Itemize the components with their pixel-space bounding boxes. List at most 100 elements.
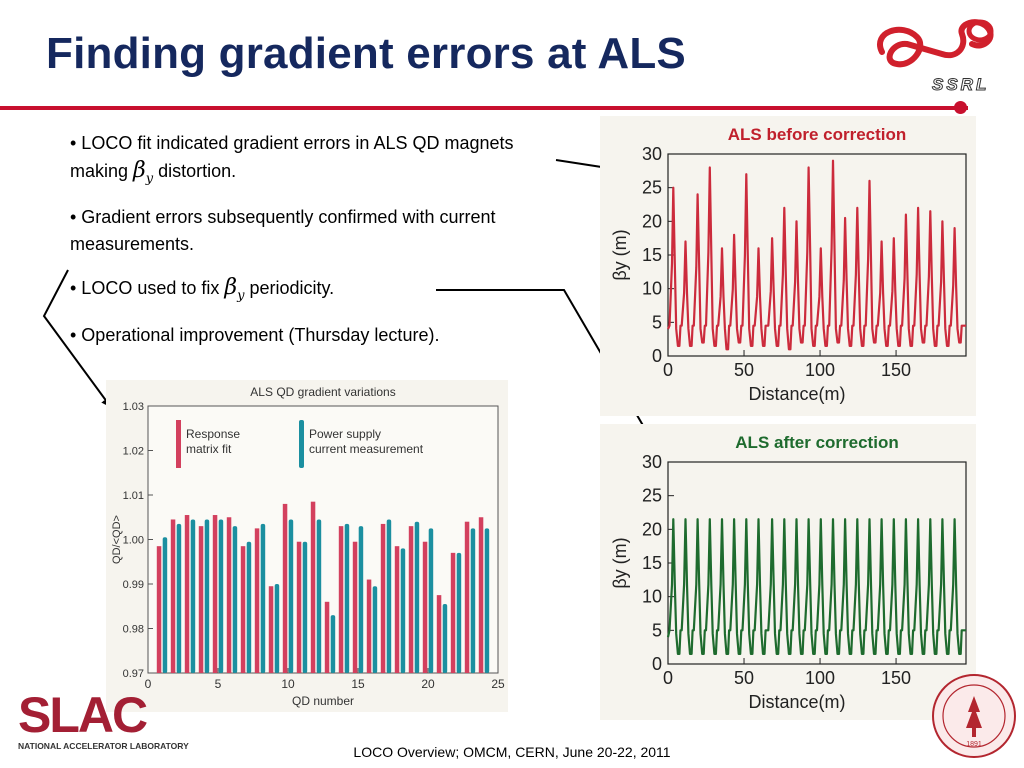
y-tick-label: 1.00 [123,535,144,547]
bar-response-fit [240,546,246,673]
y-tick-label: 0.99 [123,579,144,591]
y-axis-label: QD/<QD> [111,515,123,564]
arrow-to-bar-chart [42,269,112,408]
bar-response-fit [296,541,302,673]
bar-response-fit [450,552,456,673]
y-tick-label: 1.01 [123,490,144,502]
bar-response-fit [366,579,372,673]
bar-power-supply [288,519,294,673]
y-tick-label: 20 [642,211,662,231]
y-tick-label: 15 [642,245,662,265]
x-tick-label: 50 [734,668,754,688]
legend-label: matrix fit [186,442,232,456]
bullet-1-suffix: distortion. [158,161,237,181]
x-tick-label: 100 [805,668,835,688]
x-axis-label: Distance(m) [748,384,845,404]
bar-power-supply [330,615,336,673]
bar-power-supply [386,519,392,673]
bar-response-fit [464,521,470,673]
ssrl-logo: SSRL [877,19,994,95]
y-tick-label: 30 [642,452,662,472]
y-tick-label: 0.97 [123,668,144,680]
bar-response-fit [408,526,414,673]
bar-power-supply [246,541,252,673]
bar-response-fit [352,541,358,673]
x-tick-label: 5 [215,677,222,691]
chart-title: ALS after correction [735,433,898,452]
y-tick-label: 25 [642,486,662,506]
y-tick-label: 0 [652,346,662,366]
y-tick-label: 25 [642,178,662,198]
y-tick-label: 5 [652,620,662,640]
bar-response-fit [380,523,386,673]
slide-title: Finding gradient errors at ALS [46,29,686,78]
legend-label: Power supply [309,427,381,441]
x-tick-label: 0 [663,668,673,688]
x-tick-label: 20 [421,677,435,691]
bar-response-fit [198,526,204,673]
y-axis-label: βy (m) [610,229,630,280]
bullet-loco-fix: • LOCO used to fix βy periodicity. [70,274,550,309]
y-tick-label: 15 [642,553,662,573]
ssrl-logo-text: SSRL [932,75,989,94]
y-tick-label: 5 [652,312,662,332]
bar-power-supply [470,528,476,673]
y-tick-label: 1.02 [123,446,144,458]
bar-power-supply [162,537,168,673]
bar-power-supply [344,523,350,673]
bar-power-supply [372,586,378,673]
legend-swatch-power [299,420,304,468]
legend-label: current measurement [309,442,424,456]
x-tick-label: 150 [881,360,911,380]
bar-response-fit [184,515,190,673]
y-tick-label: 0 [652,654,662,674]
bullet-loco-fit: • LOCO fit indicated gradient errors in … [70,130,550,192]
bar-response-fit [212,515,218,673]
legend-label: Response [186,427,240,441]
beta-y-symbol: βy [224,275,245,304]
x-tick-label: 15 [351,677,365,691]
bullet-confirmed: • Gradient errors subsequently confirmed… [70,207,496,255]
y-axis-label: βy (m) [610,537,630,588]
beta-y-symbol: βy [133,158,154,187]
bullet-operational: • Operational improvement (Thursday lect… [70,324,440,345]
bar-power-supply [428,528,434,673]
x-tick-label: 0 [663,360,673,380]
x-axis-label: QD number [292,694,354,708]
title-divider [0,106,968,110]
bar-power-supply [218,519,224,673]
chart-beta-after: ALS after correction 0 5 10 15 20 25 30 0 50 100 15… [600,424,976,720]
legend-swatch-fit [176,420,181,468]
bar-power-supply [302,541,308,673]
divider-dot [954,101,967,114]
chart-qd-gradient-svg: ALS QD gradient variations 0.97 0.98 0.99 1.… [111,385,505,708]
slac-logo-subtitle: NATIONAL ACCELERATOR LABORATORY [18,741,189,751]
seal-year: 1891 [966,741,982,748]
bar-response-fit [338,526,344,673]
chart-title: ALS before correction [728,125,907,144]
bullet-3-suffix: periodicity. [249,278,335,299]
bar-power-supply [176,523,182,673]
chart-title: ALS QD gradient variations [250,385,395,399]
y-tick-label: 20 [642,519,662,539]
bar-power-supply [484,528,490,673]
chart-qd-gradient: ALS QD gradient variations 0.97 0.98 0.99 1.… [106,380,508,712]
slide-footer: LOCO Overview; OMCM, CERN, June 20-22, 2… [353,744,671,760]
chart-beta-after-svg: ALS after correction 0 5 10 15 20 25 30 0 50 100 15… [610,433,967,712]
bar-response-fit [254,528,260,673]
bar-power-supply [442,604,448,673]
bar-power-supply [358,526,364,673]
bar-response-fit [394,546,400,673]
x-tick-label: 10 [281,677,295,691]
y-tick-label: 1.03 [123,401,144,413]
bar-power-supply [456,552,462,673]
x-tick-label: 50 [734,360,754,380]
x-tick-label: 0 [145,677,152,691]
bar-response-fit [436,595,442,673]
y-tick-label: 0.98 [123,624,144,636]
beta-series-line [666,518,966,655]
x-axis-label: Distance(m) [748,692,845,712]
bar-response-fit [170,519,176,673]
bar-power-supply [414,521,420,673]
bullet-1-prefix: • LOCO fit indicated gradient errors in … [70,133,514,181]
